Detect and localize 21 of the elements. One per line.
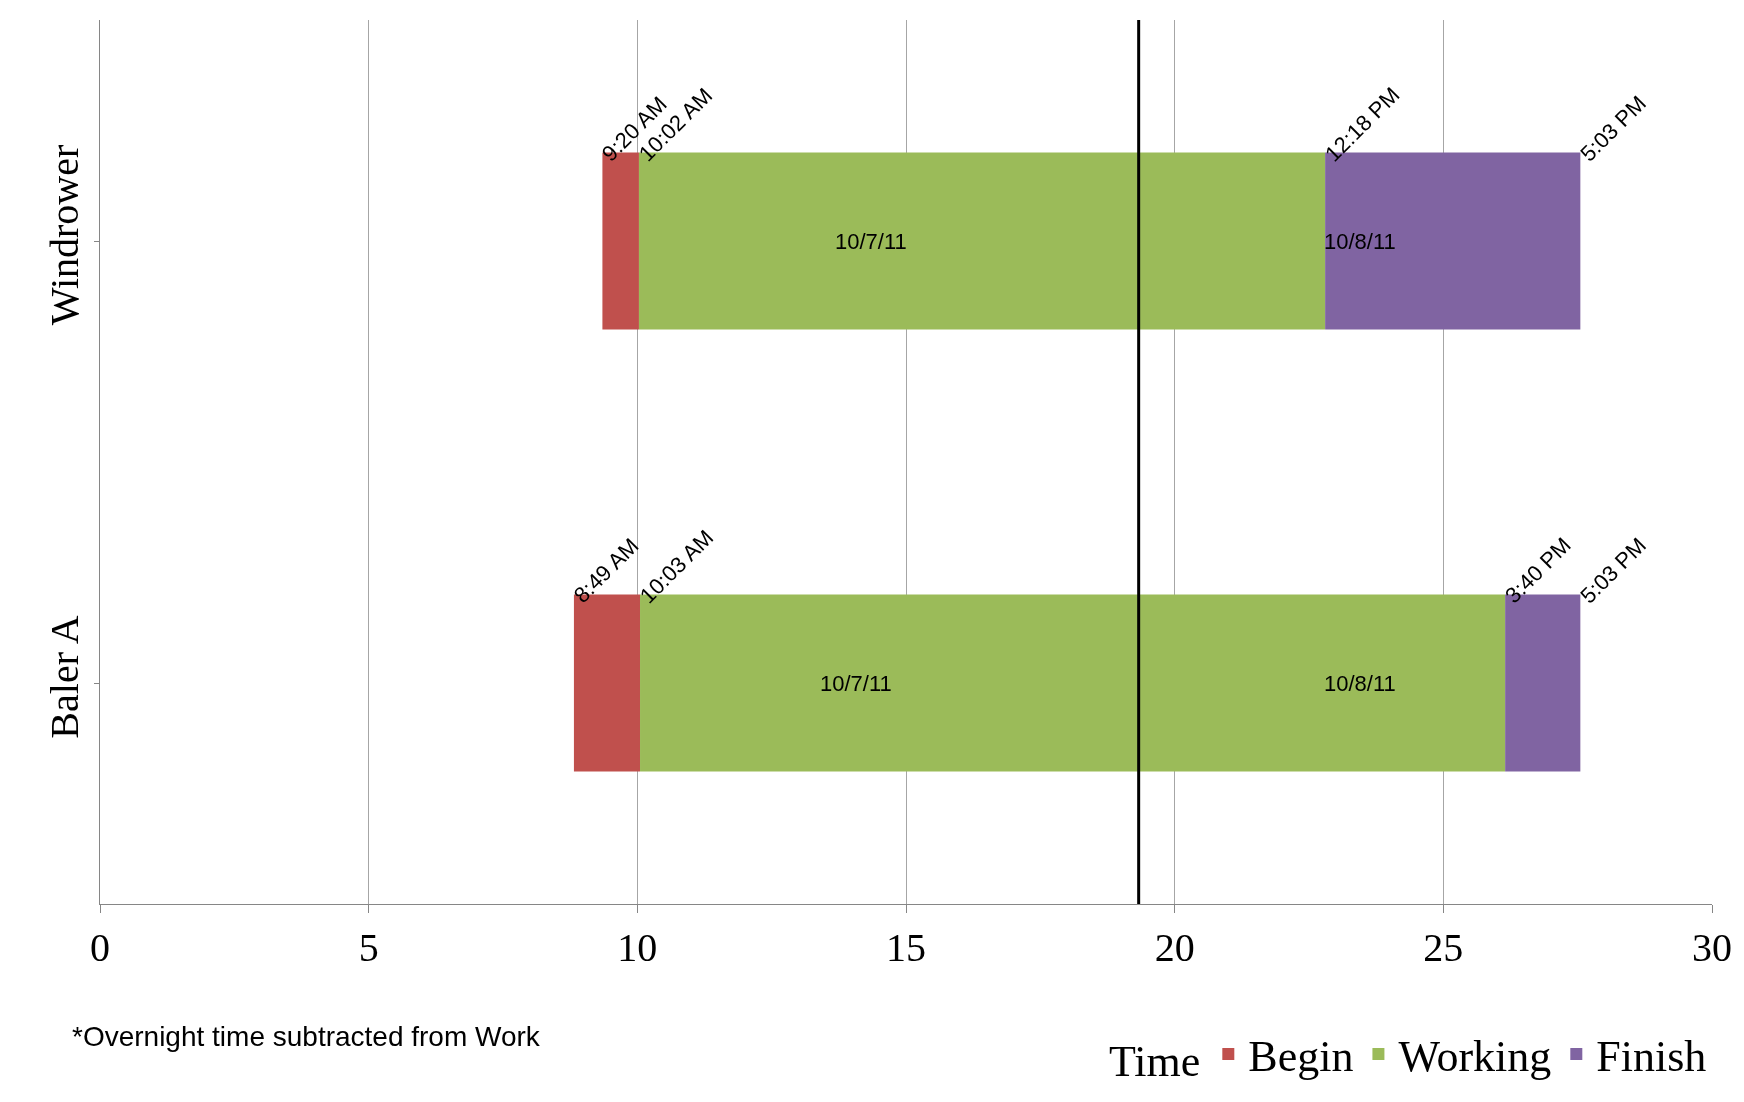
legend-label: Working [1398, 1032, 1552, 1082]
annotation: 3:40 PM [1500, 532, 1576, 609]
annotation: 10/8/11 [1324, 229, 1396, 254]
legend-label: Finish [1596, 1032, 1707, 1082]
x-tick-label: 15 [886, 925, 926, 970]
y-tick-label: Baler A [42, 615, 87, 739]
annotation: 5:03 PM [1575, 90, 1651, 167]
annotation: 10/7/11 [835, 229, 907, 254]
annotation: 10/7/11 [820, 671, 892, 696]
y-tick-label: Windrower [42, 144, 87, 326]
legend-label: Begin [1248, 1032, 1354, 1082]
x-tick-label: 25 [1423, 925, 1464, 970]
x-tick-label: 5 [358, 925, 379, 970]
x-tick-label: 10 [617, 925, 658, 970]
x-tick-label: 20 [1154, 925, 1195, 970]
x-tick-label: 30 [1692, 925, 1732, 970]
annotation: 5:03 PM [1575, 532, 1651, 609]
legend-title: Time [1109, 1037, 1201, 1087]
annotation: 10/8/11 [1324, 671, 1396, 696]
text: *Overnight time subtracted from Work [72, 1021, 541, 1052]
x-tick-label: 0 [90, 925, 110, 970]
